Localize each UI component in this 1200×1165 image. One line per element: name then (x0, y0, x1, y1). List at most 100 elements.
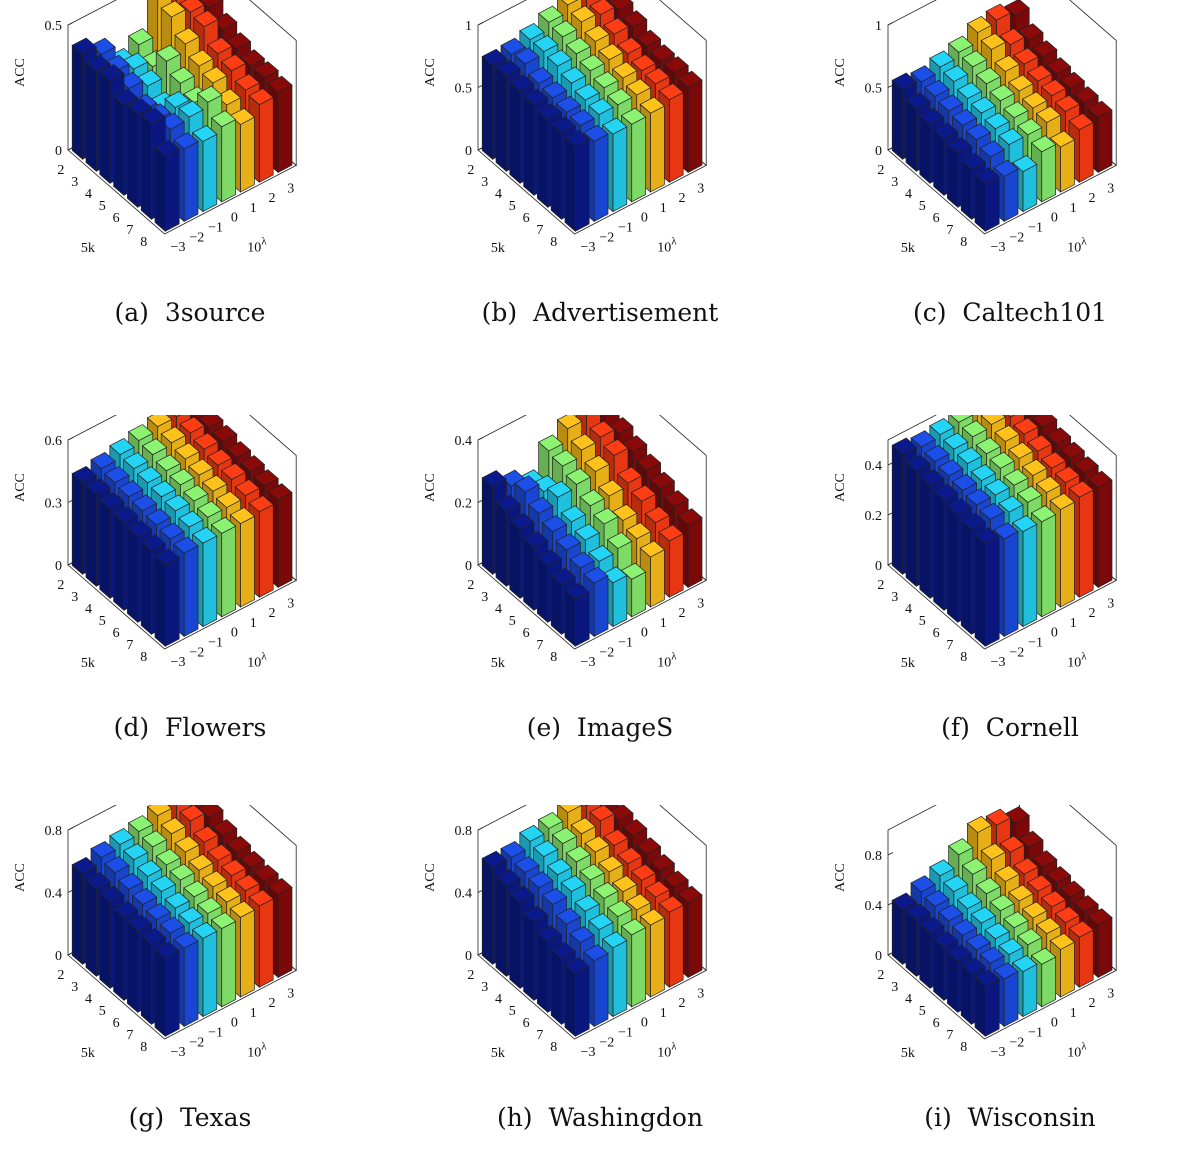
lambda-tick-label: 1 (1070, 201, 1077, 216)
y-axis-label-sup: λ (1081, 650, 1087, 662)
subfigure-caption: (d) Flowers (113, 713, 267, 742)
y-axis-label: 10λ (1067, 235, 1087, 255)
k-tick-label: 7 (946, 223, 953, 238)
subfigure-caption: (b) Advertisement (481, 298, 719, 327)
z-tick-label: 0.6 (45, 434, 63, 449)
z-tick-label: 0 (55, 144, 62, 159)
k-tick-label: 2 (57, 578, 64, 593)
lambda-tick-label: −2 (1009, 1035, 1024, 1050)
subfigure-caption: (h) Washingdon (496, 1103, 704, 1132)
k-tick-label: 3 (891, 175, 898, 190)
bar (564, 129, 590, 232)
k-tick-label: 6 (113, 1016, 120, 1031)
lambda-tick-label: 3 (697, 596, 704, 611)
k-tick-label: 3 (891, 590, 898, 605)
z-tick-label: 0.4 (865, 459, 883, 474)
lambda-tick-label: −2 (1009, 230, 1024, 245)
y-axis-label-sup: λ (1081, 235, 1087, 247)
lambda-tick-label: −3 (581, 655, 596, 670)
k-tick-label: 8 (140, 650, 147, 665)
z-tick-label: 0 (55, 559, 62, 574)
z-tick-label: 0 (465, 559, 472, 574)
bar (993, 522, 1019, 638)
subfigure-caption: (i) Wisconsin (924, 1103, 1096, 1132)
k-tick-label: 4 (85, 187, 92, 202)
y-axis-label: 10λ (1067, 1040, 1087, 1060)
z-tick-label: 0 (465, 144, 472, 159)
z-tick-label: 0 (875, 559, 882, 574)
k-tick-label: 6 (113, 626, 120, 641)
z-tick (477, 22, 484, 26)
lambda-tick-label: −1 (208, 1026, 223, 1041)
lambda-tick-label: 3 (1107, 596, 1114, 611)
k-tick-label: 8 (960, 235, 967, 250)
z-axis-label: ACC (423, 863, 438, 892)
k-tick-label: 8 (140, 235, 147, 250)
k-tick-label: 4 (905, 602, 912, 617)
y-axis-label: 10λ (1067, 650, 1087, 670)
z-axis-label: ACC (833, 863, 848, 892)
lambda-tick-label: −2 (1009, 645, 1024, 660)
k-tick-label: 8 (140, 1040, 147, 1055)
lambda-tick-label: −2 (189, 645, 204, 660)
k-tick-label: 2 (57, 968, 64, 983)
k-tick-label: 3 (71, 980, 78, 995)
k-tick-label: 4 (495, 992, 502, 1007)
lambda-tick-label: 1 (1070, 1006, 1077, 1021)
lambda-tick-label: 1 (250, 616, 257, 631)
lambda-tick-label: 2 (269, 996, 276, 1011)
z-axis-label: ACC (423, 473, 438, 502)
lambda-tick-label: 3 (1107, 986, 1114, 1001)
k-tick-label: 8 (550, 1040, 557, 1055)
y-axis-label-sup: λ (261, 1040, 267, 1052)
panel-4: 0 0.2 0.4 ACC 2 3 4 5 6 7 8 5k −3 −2 −1 0 1 2 3 10λ (e) Imag… (410, 415, 790, 775)
x-axis-label: 5k (491, 656, 505, 671)
bar (974, 167, 1000, 232)
z-tick (67, 22, 74, 26)
lambda-tick-label: −1 (1028, 221, 1043, 236)
lambda-tick-label: 3 (287, 596, 294, 611)
bar (974, 969, 1000, 1037)
z-tick (477, 827, 484, 831)
z-tick-label: 0 (465, 949, 472, 964)
k-tick-label: 4 (495, 187, 502, 202)
bar (974, 527, 1000, 647)
z-axis-label: ACC (833, 58, 848, 87)
lambda-tick-label: −1 (618, 221, 633, 236)
k-tick-label: 3 (71, 590, 78, 605)
x-axis-label: 5k (81, 1046, 95, 1061)
k-tick-label: 5 (99, 1004, 106, 1019)
z-tick-label: 0.2 (865, 509, 883, 524)
k-tick-label: 2 (467, 163, 474, 178)
lambda-tick-label: −3 (171, 655, 186, 670)
x-axis-label: 5k (901, 241, 915, 256)
k-tick-label: 5 (509, 1004, 516, 1019)
lambda-tick-label: −3 (991, 1045, 1006, 1060)
k-tick-label: 8 (550, 650, 557, 665)
k-tick-label: 3 (481, 175, 488, 190)
x-axis-label: 5k (81, 656, 95, 671)
k-tick-label: 4 (905, 992, 912, 1007)
lambda-tick-label: 2 (679, 606, 686, 621)
z-tick-label: 1 (875, 19, 882, 34)
z-tick-label: 0 (875, 144, 882, 159)
z-tick-label: 0 (875, 949, 882, 964)
subfigure-caption: (g) Texas (128, 1103, 252, 1132)
lambda-tick-label: 2 (679, 191, 686, 206)
z-tick-label: 0.5 (455, 82, 473, 97)
k-tick-label: 7 (126, 1028, 133, 1043)
k-tick-label: 5 (919, 1004, 926, 1019)
k-tick-label: 3 (481, 980, 488, 995)
lambda-tick-label: 0 (231, 626, 238, 641)
lambda-tick-label: 1 (1070, 616, 1077, 631)
z-tick-label: 0.8 (45, 824, 63, 839)
lambda-tick-label: 2 (269, 191, 276, 206)
panel-7: 0 0.4 0.8 ACC 2 3 4 5 6 7 8 5k −3 −2 −1 0 1 2 3 10λ (h) Wash… (410, 805, 790, 1165)
panel-3: 0 0.3 0.6 ACC 2 3 4 5 6 7 8 5k −3 −2 −1 0 1 2 3 10λ (d) Flow… (0, 415, 380, 775)
k-tick-label: 5 (919, 199, 926, 214)
lambda-tick-label: −1 (208, 221, 223, 236)
lambda-tick-label: −2 (599, 1035, 614, 1050)
